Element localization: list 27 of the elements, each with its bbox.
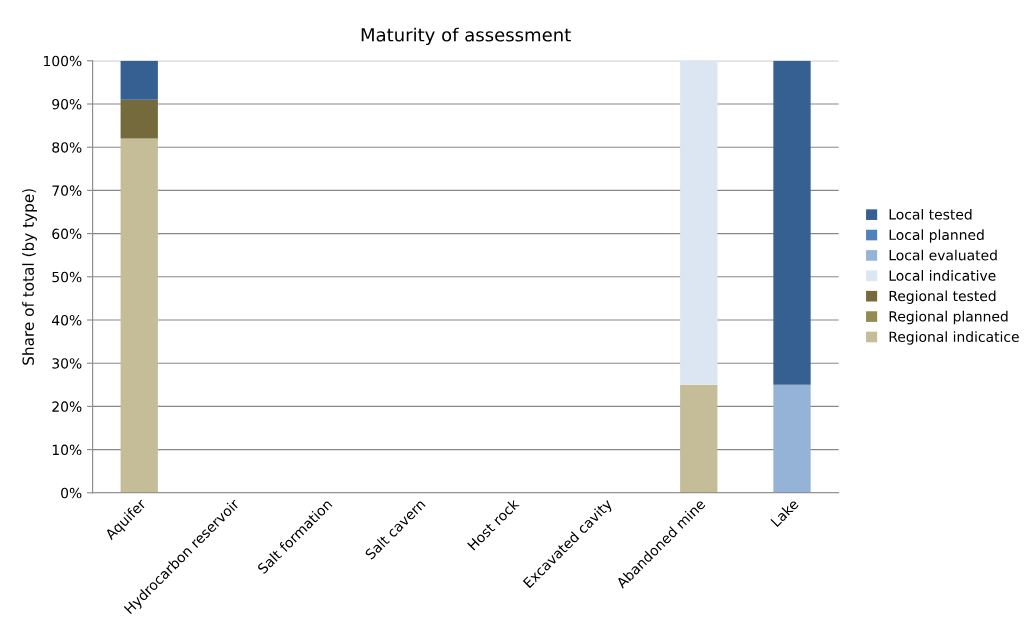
legend-label: Local indicative bbox=[889, 270, 996, 281]
y-tick-label: 50% bbox=[52, 271, 82, 283]
y-tick-label: 90% bbox=[52, 98, 82, 110]
legend-label: Local planned bbox=[889, 229, 984, 243]
y-tick-label: 0% bbox=[61, 487, 82, 499]
bar bbox=[120, 60, 158, 100]
y-tick-label: 80% bbox=[52, 142, 82, 153]
y-tick-label: 20% bbox=[52, 401, 82, 412]
bar bbox=[120, 99, 158, 139]
bar bbox=[680, 60, 718, 385]
y-tick-label: 60% bbox=[52, 228, 82, 240]
legend-label: Regional tested bbox=[889, 290, 996, 304]
y-tick-label: 30% bbox=[52, 358, 82, 369]
legend-label: Local evaluated bbox=[889, 249, 997, 261]
legend-label: Regional planned bbox=[889, 310, 1008, 325]
bar bbox=[120, 138, 158, 493]
y-tick-label: 40% bbox=[52, 314, 82, 326]
y-tick-label: 100% bbox=[44, 55, 82, 67]
y-axis-title: Share of total (by type) bbox=[22, 189, 37, 365]
bar bbox=[680, 384, 718, 493]
bar bbox=[773, 60, 811, 385]
chart-title: Maturity of assessment bbox=[361, 27, 571, 46]
bar bbox=[773, 384, 811, 493]
legend-label: Regional indicatice bbox=[889, 331, 1019, 345]
legend-label: Local tested bbox=[889, 208, 972, 220]
y-tick-label: 10% bbox=[52, 444, 82, 456]
y-tick-label: 70% bbox=[52, 185, 82, 196]
